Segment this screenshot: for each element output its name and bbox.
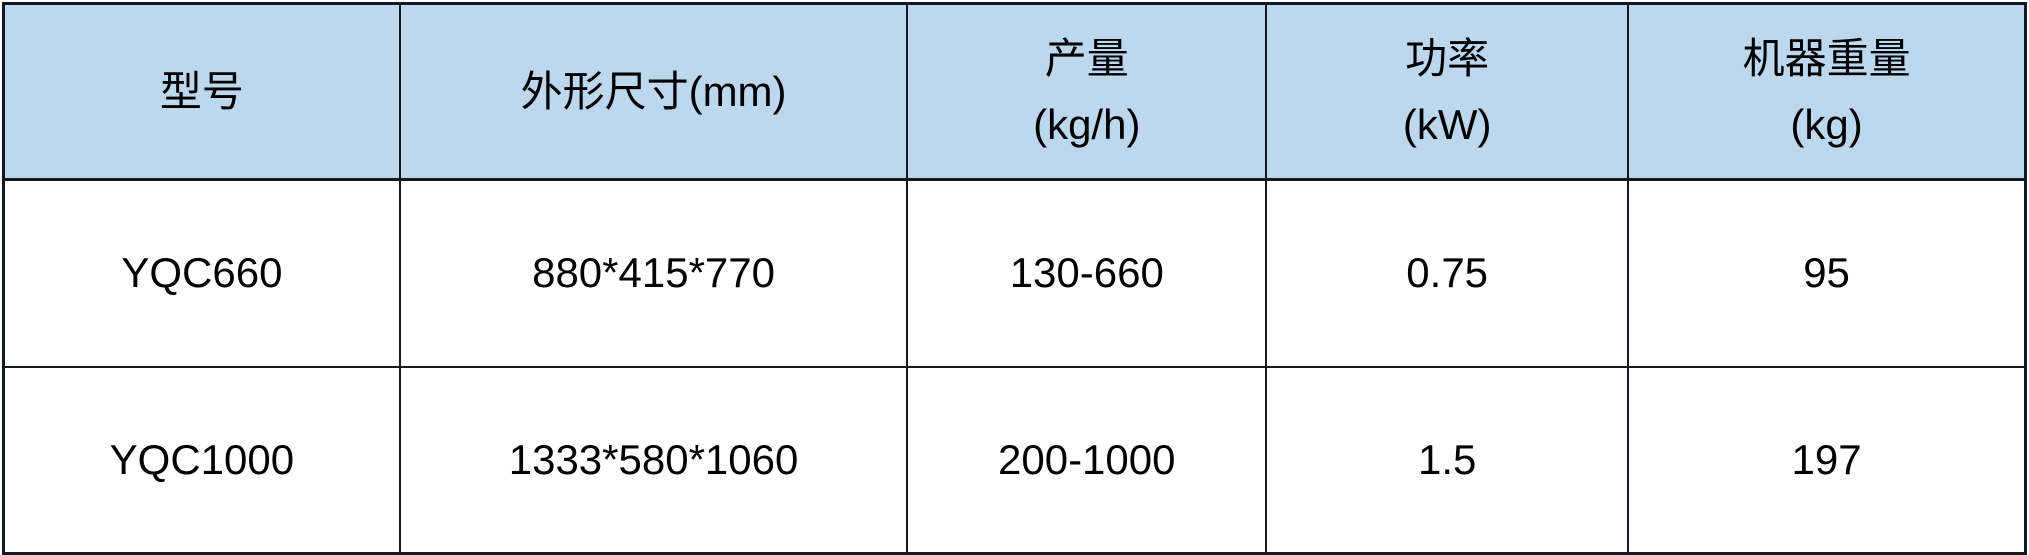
header-row: 型号 外形尺寸(mm) 产量 (kg/h) 功率 (kW) 机器重量 (kg): [2, 2, 2027, 181]
header-cell-dimensions: 外形尺寸(mm): [398, 2, 909, 181]
header-cell-output: 产量 (kg/h): [906, 2, 1268, 181]
cell-power: 1.5: [1265, 365, 1630, 555]
cell-model: YQC1000: [2, 365, 401, 555]
header-cell-model: 型号: [2, 2, 401, 181]
cell-output: 130-660: [906, 178, 1268, 368]
cell-dimensions: 1333*580*1060: [398, 365, 909, 555]
cell-model: YQC660: [2, 178, 401, 368]
cell-weight: 197: [1627, 365, 2027, 555]
cell-weight: 95: [1627, 178, 2027, 368]
table-row: YQC1000 1333*580*1060 200-1000 1.5 197: [2, 365, 2027, 555]
cell-dimensions: 880*415*770: [398, 178, 909, 368]
cell-power: 0.75: [1265, 178, 1630, 368]
cell-output: 200-1000: [906, 365, 1268, 555]
header-cell-power: 功率 (kW): [1265, 2, 1630, 181]
header-cell-weight: 机器重量 (kg): [1627, 2, 2027, 181]
table-row: YQC660 880*415*770 130-660 0.75 95: [2, 178, 2027, 368]
